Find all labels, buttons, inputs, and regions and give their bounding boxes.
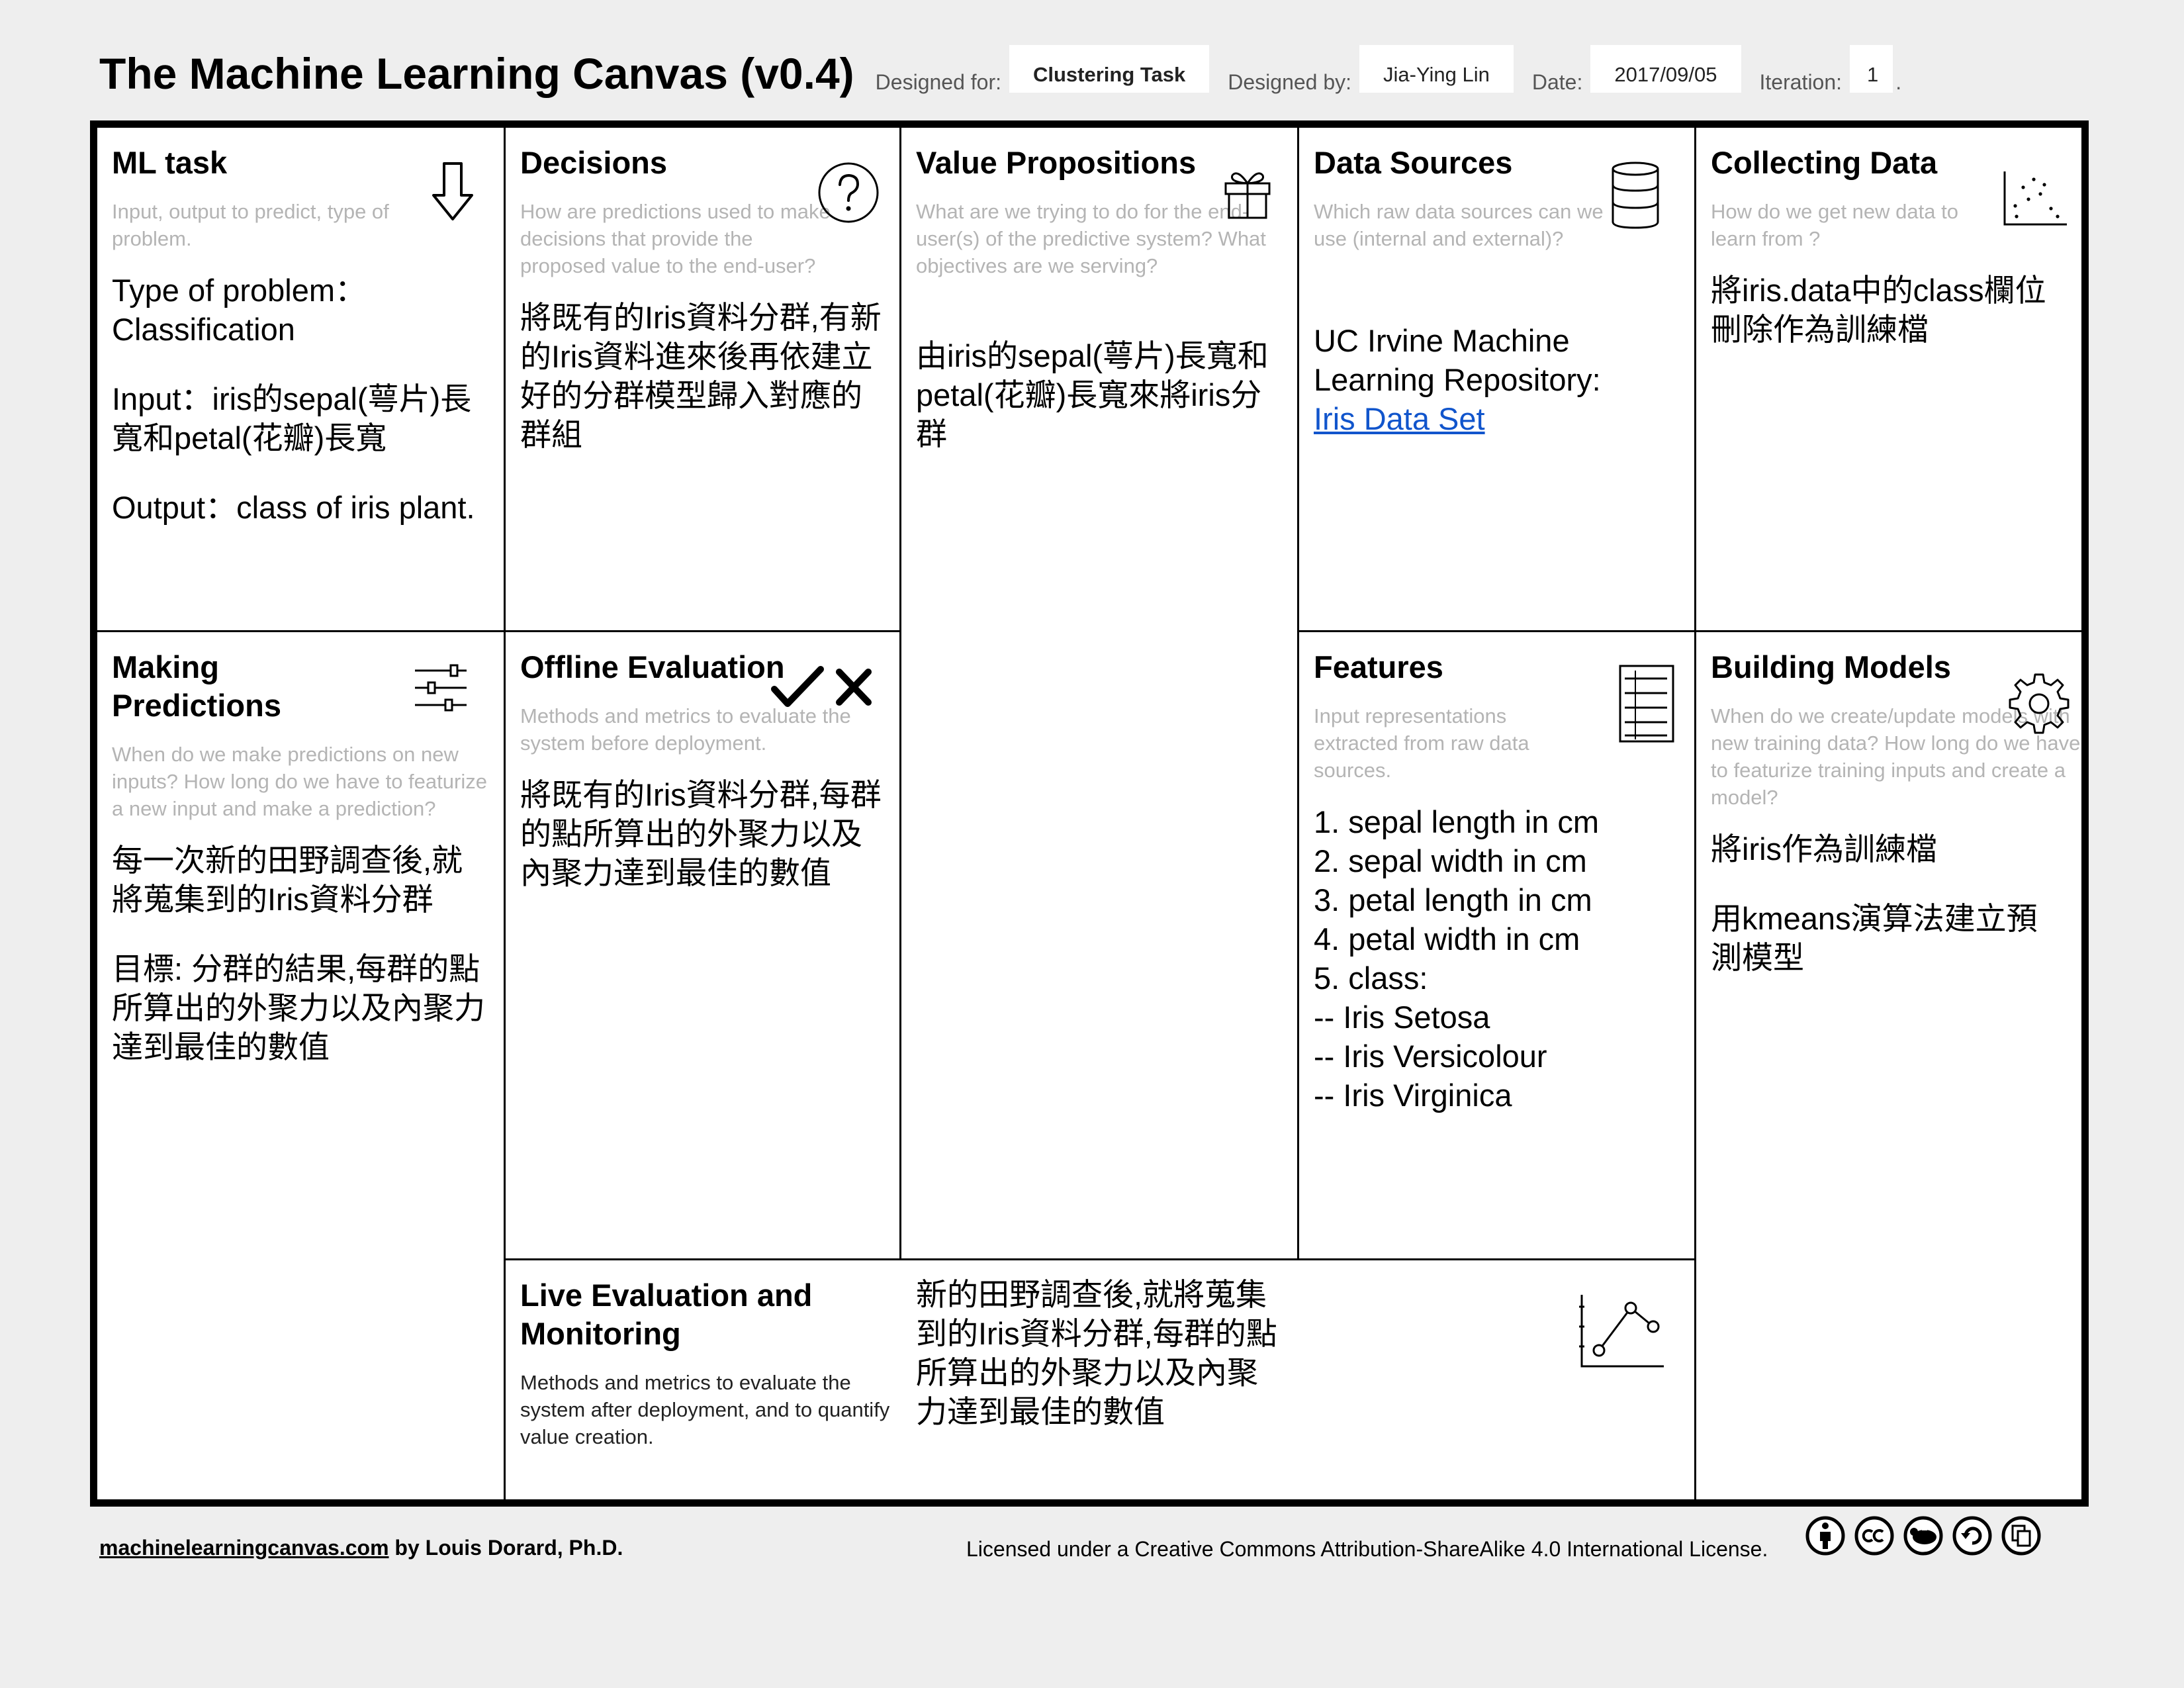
cell-title: Data Sources [1314, 145, 1513, 180]
page-title: The Machine Learning Canvas (v0.4) [99, 49, 854, 98]
date-label: Date: [1531, 70, 1583, 94]
license-icons [1805, 1516, 2041, 1556]
cell-hint: How are predictions used to make decisio… [520, 200, 831, 277]
cell-title: Collecting Data [1711, 145, 1938, 180]
site-link[interactable]: machinelearningcanvas.com [99, 1536, 389, 1560]
feature-item: 4. petal width in cm [1314, 921, 1580, 957]
arrow-down-icon [430, 161, 476, 223]
cell-text: 將iris作為訓練檔 [1711, 831, 1938, 867]
cell-hint: Methods and metrics to evaluate the syst… [520, 1371, 890, 1448]
cell-collecting-data: Collecting Data How do we get new data t… [1696, 128, 2081, 632]
cell-hint: Methods and metrics to evaluate the syst… [520, 704, 851, 755]
cell-title: Value Propositions [916, 145, 1197, 180]
ml-canvas-grid: ML task Input, output to predict, type o… [90, 120, 2089, 1507]
line-chart-icon [1579, 1293, 1665, 1370]
cell-decisions: Decisions How are predictions used to ma… [506, 128, 901, 632]
question-icon [817, 161, 880, 224]
sliders-icon [414, 661, 468, 716]
check-cross-icon [770, 665, 876, 712]
cell-text: 將既有的Iris資料分群,有新的Iris資料進來後再依建立好的分群模型歸入對應的… [520, 300, 882, 452]
cell-making-predictions: Making Predictions When do we make predi… [97, 632, 506, 1499]
license-text: Licensed under a Creative Commons Attrib… [966, 1537, 1768, 1561]
cell-value-propositions: Value Propositions What are we trying to… [901, 128, 1299, 1260]
cell-title: Making Predictions [112, 649, 281, 723]
cell-hint: Input representations extracted from raw… [1314, 704, 1529, 782]
cell-title: Live Evaluation and Monitoring [520, 1278, 813, 1351]
designed-by-label: Designed by: [1228, 70, 1352, 94]
footer-author: by Louis Dorard, Ph.D. [388, 1536, 623, 1560]
sharealike-icon [1952, 1516, 1992, 1556]
feature-item: -- Iris Setosa [1314, 1000, 1490, 1035]
cell-hint: When do we make predictions on new input… [112, 743, 487, 820]
cell-hint: What are we trying to do for the end-use… [916, 200, 1266, 277]
cell-ml-task: ML task Input, output to predict, type o… [97, 128, 506, 632]
date-field[interactable]: 2017/09/05 [1590, 44, 1741, 93]
cell-hint: When do we create/update models with new… [1711, 704, 2081, 809]
cell-title: Decisions [520, 145, 668, 180]
feature-item: -- Iris Versicolour [1314, 1039, 1547, 1074]
cell-text: 目標: 分群的結果,每群的點所算出的外聚力以及內聚力達到最佳的數值 [112, 951, 485, 1064]
cell-data-sources: Data Sources Which raw data sources can … [1299, 128, 1696, 632]
feature-item: 2. sepal width in cm [1314, 843, 1587, 878]
cell-text: 用kmeans演算法建立預測模型 [1711, 901, 2038, 975]
cell-building-models: Building Models When do we create/update… [1696, 632, 2081, 1499]
cell-features: Features Input representations extracted… [1299, 632, 1696, 1260]
attribution-icon [1805, 1516, 1845, 1556]
iris-data-set-link[interactable]: Iris Data Set [1314, 401, 1485, 436]
cc-icon [1854, 1516, 1894, 1556]
cell-hint: Input, output to predict, type of proble… [112, 200, 389, 250]
nc-icon [1903, 1516, 1943, 1556]
feature-item: -- Iris Virginica [1314, 1078, 1512, 1113]
cell-title: Features [1314, 649, 1443, 684]
feature-item: 1. sepal length in cm [1314, 804, 1600, 839]
cell-text: Type of problem： Classification [112, 273, 367, 347]
cell-text: 將iris.data中的class欄位刪除作為訓練檔 [1711, 273, 2046, 347]
cell-text: 新的田野調查後,就將蒐集到的Iris資料分群,每群的點所算出的外聚力以及內聚力達… [916, 1277, 1277, 1429]
cell-title: ML task [112, 145, 228, 180]
cell-offline-evaluation: Offline Evaluation Methods and metrics t… [506, 632, 901, 1260]
feature-item: 5. class: [1314, 961, 1428, 996]
iteration-field[interactable]: 1 [1850, 44, 1893, 93]
document-list-icon [1618, 664, 1675, 743]
cell-text: Output：class of iris plant. [112, 490, 475, 525]
database-icon [1610, 161, 1661, 230]
cell-hint: Which raw data sources can we use (inter… [1314, 200, 1604, 250]
iteration-suffix: . [1895, 70, 1902, 94]
cell-text: Input：iris的sepal(萼片)長寬和petal(花瓣)長寬 [112, 381, 472, 455]
iteration-label: Iteration: [1759, 70, 1843, 94]
cell-live-evaluation: Live Evaluation and Monitoring Methods a… [506, 1260, 1696, 1499]
cell-title: Building Models [1711, 649, 1951, 684]
feature-item: 3. petal length in cm [1314, 882, 1592, 917]
canvas-header: The Machine Learning Canvas (v0.4) Desig… [99, 26, 1909, 98]
designed-for-label: Designed for: [875, 70, 1001, 94]
cell-text: UC Irvine Machine Learning Repository: [1314, 323, 1601, 397]
gift-icon [1222, 166, 1273, 220]
cell-text: 將既有的Iris資料分群,每群的點所算出的外聚力以及內聚力達到最佳的數值 [520, 777, 882, 890]
cell-text: 由iris的sepal(萼片)長寬和petal(花瓣)長寬來將iris分群 [916, 338, 1269, 451]
cell-text: 每一次新的田野調查後,就將蒐集到的Iris資料分群 [112, 843, 463, 917]
designed-for-field[interactable]: Clustering Task [1009, 44, 1210, 93]
scatter-plot-icon [2002, 170, 2068, 227]
cell-title: Offline Evaluation [520, 649, 785, 684]
cell-hint: How do we get new data to learn from ? [1711, 200, 1958, 250]
designed-by-field[interactable]: Jia-Ying Lin [1359, 44, 1514, 93]
footer-credit: machinelearningcanvas.com by Louis Dorar… [99, 1536, 623, 1560]
gear-icon [2007, 672, 2071, 735]
copy-icon [2001, 1516, 2041, 1556]
